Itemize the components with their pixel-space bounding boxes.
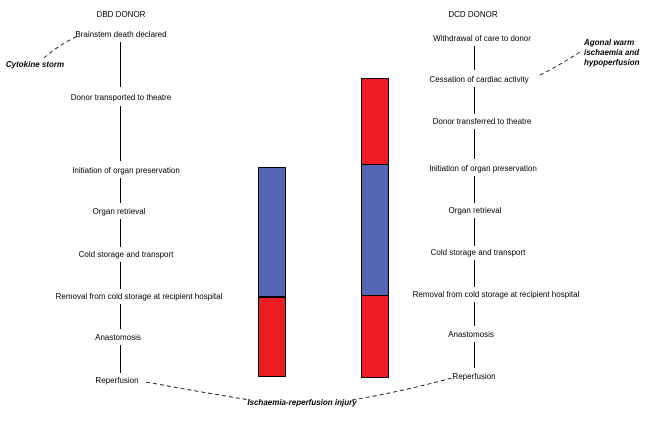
dcd-step-cold-storage: Cold storage and transport [430, 248, 526, 257]
dcd-step-cessation: Cessation of cardiac activity [429, 75, 529, 84]
agonal-ischaemia-note: Agonal warm ischaemia and hypoperfusion [584, 38, 640, 68]
dcd-step-preservation: Initiation of organ preservation [429, 164, 537, 173]
dbd-title: DBD DONOR [96, 10, 146, 19]
dbd-step-anastomosis: Anastomosis [95, 333, 141, 342]
agonal-leader-line [539, 51, 581, 76]
dcd-step-anastomosis: Anastomosis [448, 330, 494, 339]
dbd-warm-ischaemia-bar [258, 297, 286, 377]
cytokine-storm-note: Cytokine storm [5, 60, 65, 69]
dbd-connector [120, 42, 121, 87]
dcd-agonal-warm-ischaemia-bar [361, 78, 389, 165]
dcd-step-retrieval: Organ retrieval [448, 206, 502, 215]
dcd-title: DCD DONOR [448, 10, 498, 19]
dbd-connector [120, 304, 121, 329]
agonal-note-line-2: ischaemia and [584, 48, 640, 57]
dcd-connector [474, 302, 475, 326]
dcd-connector [474, 129, 475, 159]
dcd-connector [474, 46, 475, 70]
dcd-connector [474, 218, 475, 246]
dcd-connector [474, 87, 475, 114]
dcd-warm-ischaemia-bar [361, 295, 389, 378]
agonal-note-line-3: hypoperfusion [584, 58, 640, 67]
dcd-step-withdrawal: Withdrawal of care to donor [433, 34, 531, 43]
dbd-step-removal: Removal from cold storage at recipient h… [55, 292, 223, 301]
dbd-connector [120, 178, 121, 203]
dbd-step-transport: Donor transported to theatre [70, 93, 172, 102]
dcd-reperfusion-leader-line [351, 377, 453, 401]
agonal-note-line-1: Agonal warm [584, 38, 635, 47]
dbd-connector [120, 106, 121, 161]
dcd-step-removal: Removal from cold storage at recipient h… [412, 290, 580, 299]
dbd-step-preservation: Initiation of organ preservation [72, 166, 180, 175]
cytokine-leader-line [43, 35, 79, 59]
dbd-connector [120, 219, 121, 247]
dbd-step-retrieval: Organ retrieval [92, 207, 146, 216]
dbd-connector [120, 262, 121, 289]
dbd-step-cold-storage: Cold storage and transport [78, 250, 174, 259]
dbd-connector [120, 345, 121, 373]
dcd-step-reperfusion: Reperfusion [452, 372, 496, 381]
dbd-step-brainstem-death: Brainstem death declared [75, 30, 167, 39]
dbd-cold-ischaemia-bar [258, 167, 286, 297]
ischaemia-reperfusion-injury-label: Ischaemia-reperfusion injury [247, 398, 357, 407]
dcd-step-transfer: Donor transferred to theatre [432, 117, 532, 126]
dcd-connector [474, 342, 475, 368]
dbd-step-reperfusion: Reperfusion [95, 376, 139, 385]
dbd-reperfusion-leader-line [145, 381, 251, 401]
dcd-cold-ischaemia-bar [361, 164, 389, 296]
dcd-connector [474, 260, 475, 287]
dcd-connector [474, 176, 475, 203]
